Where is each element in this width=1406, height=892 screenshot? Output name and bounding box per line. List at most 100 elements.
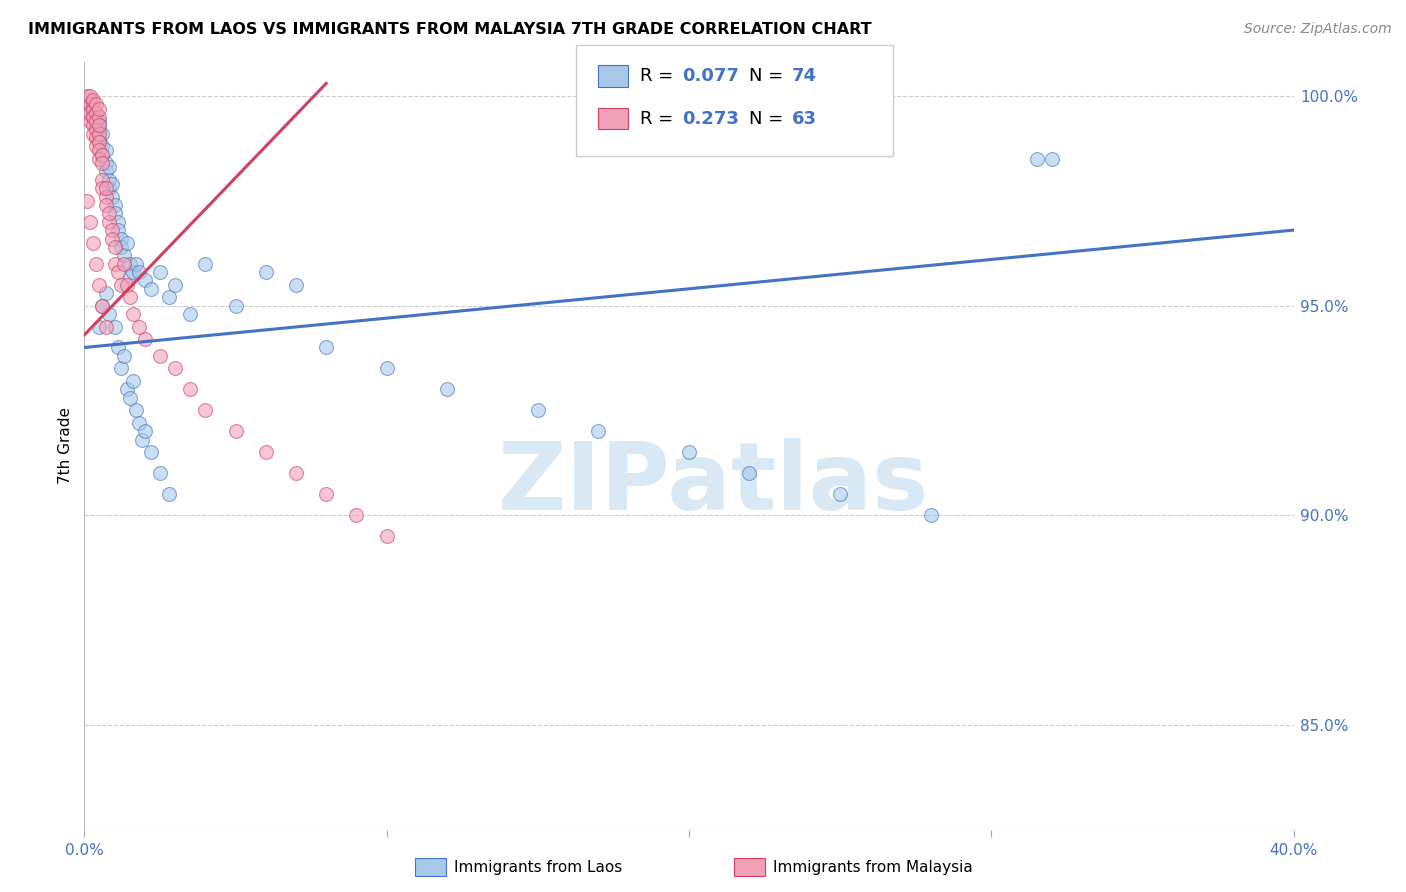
Point xyxy=(285,277,308,292)
Point xyxy=(134,273,156,287)
Point xyxy=(94,198,117,212)
Point xyxy=(100,189,122,203)
Point xyxy=(104,198,127,212)
Point xyxy=(86,131,108,145)
Text: 74: 74 xyxy=(792,67,817,85)
Point xyxy=(110,240,132,254)
Point xyxy=(91,139,114,153)
Point xyxy=(89,110,111,124)
Text: N =: N = xyxy=(749,110,789,128)
Point xyxy=(89,277,111,292)
Point xyxy=(104,257,127,271)
Point xyxy=(89,114,111,128)
Point xyxy=(194,257,217,271)
Point xyxy=(79,97,101,112)
Point xyxy=(94,319,117,334)
Point xyxy=(89,102,111,116)
Point xyxy=(285,467,308,481)
Point xyxy=(91,127,114,141)
Point xyxy=(86,105,108,120)
Point xyxy=(830,487,852,501)
Point xyxy=(107,265,129,279)
Point xyxy=(97,160,120,174)
Point xyxy=(97,181,120,195)
Text: 63: 63 xyxy=(792,110,817,128)
Point xyxy=(128,416,150,430)
Point xyxy=(134,425,156,439)
Point xyxy=(79,215,101,229)
Point xyxy=(100,231,122,245)
Point xyxy=(82,97,104,112)
Point xyxy=(738,467,761,481)
Point xyxy=(97,206,120,220)
Point xyxy=(76,97,98,112)
Point xyxy=(86,105,108,120)
Point xyxy=(110,231,132,245)
Point xyxy=(104,240,127,254)
Point xyxy=(128,319,150,334)
Point xyxy=(139,445,162,459)
Point xyxy=(79,114,101,128)
Text: N =: N = xyxy=(749,67,789,85)
Point xyxy=(225,425,247,439)
Point xyxy=(112,248,135,262)
Point xyxy=(149,467,172,481)
Text: 0.273: 0.273 xyxy=(682,110,738,128)
Point xyxy=(134,332,156,346)
Point xyxy=(225,299,247,313)
Point xyxy=(79,102,101,116)
Point xyxy=(86,257,108,271)
Point xyxy=(107,215,129,229)
Point xyxy=(157,290,180,304)
Point xyxy=(118,290,141,304)
Point xyxy=(79,93,101,107)
Point xyxy=(112,349,135,363)
Point xyxy=(89,118,111,132)
Point xyxy=(121,265,143,279)
Point xyxy=(104,206,127,220)
Point xyxy=(94,144,117,158)
Point xyxy=(97,173,120,187)
Point xyxy=(94,189,117,203)
Text: Immigrants from Laos: Immigrants from Laos xyxy=(454,860,623,874)
Point xyxy=(89,152,111,166)
Point xyxy=(97,215,120,229)
Point xyxy=(82,118,104,132)
Text: ZIPatlas: ZIPatlas xyxy=(498,438,929,531)
Point xyxy=(76,105,98,120)
Point xyxy=(115,235,138,250)
Point xyxy=(94,156,117,170)
Point xyxy=(588,425,610,439)
Point xyxy=(118,391,141,405)
Text: Source: ZipAtlas.com: Source: ZipAtlas.com xyxy=(1244,22,1392,37)
Point xyxy=(89,144,111,158)
Point xyxy=(254,445,277,459)
Point xyxy=(82,93,104,107)
Point xyxy=(79,89,101,103)
Point xyxy=(94,285,117,300)
Point xyxy=(115,277,138,292)
Point xyxy=(91,299,114,313)
Point xyxy=(315,341,337,355)
Point xyxy=(76,97,98,112)
Point xyxy=(149,265,172,279)
Point xyxy=(179,307,201,321)
Text: R =: R = xyxy=(640,110,679,128)
Point xyxy=(157,487,180,501)
Point xyxy=(97,307,120,321)
Point xyxy=(82,110,104,124)
Point xyxy=(86,114,108,128)
Point xyxy=(91,147,114,161)
Point xyxy=(104,319,127,334)
Point xyxy=(91,156,114,170)
Point xyxy=(100,177,122,191)
Text: Immigrants from Malaysia: Immigrants from Malaysia xyxy=(773,860,973,874)
Point xyxy=(82,105,104,120)
Point xyxy=(89,135,111,149)
Point xyxy=(115,383,138,397)
Point xyxy=(100,223,122,237)
Point xyxy=(375,529,398,543)
Point xyxy=(91,181,114,195)
Point xyxy=(112,257,135,271)
Point xyxy=(194,403,217,417)
